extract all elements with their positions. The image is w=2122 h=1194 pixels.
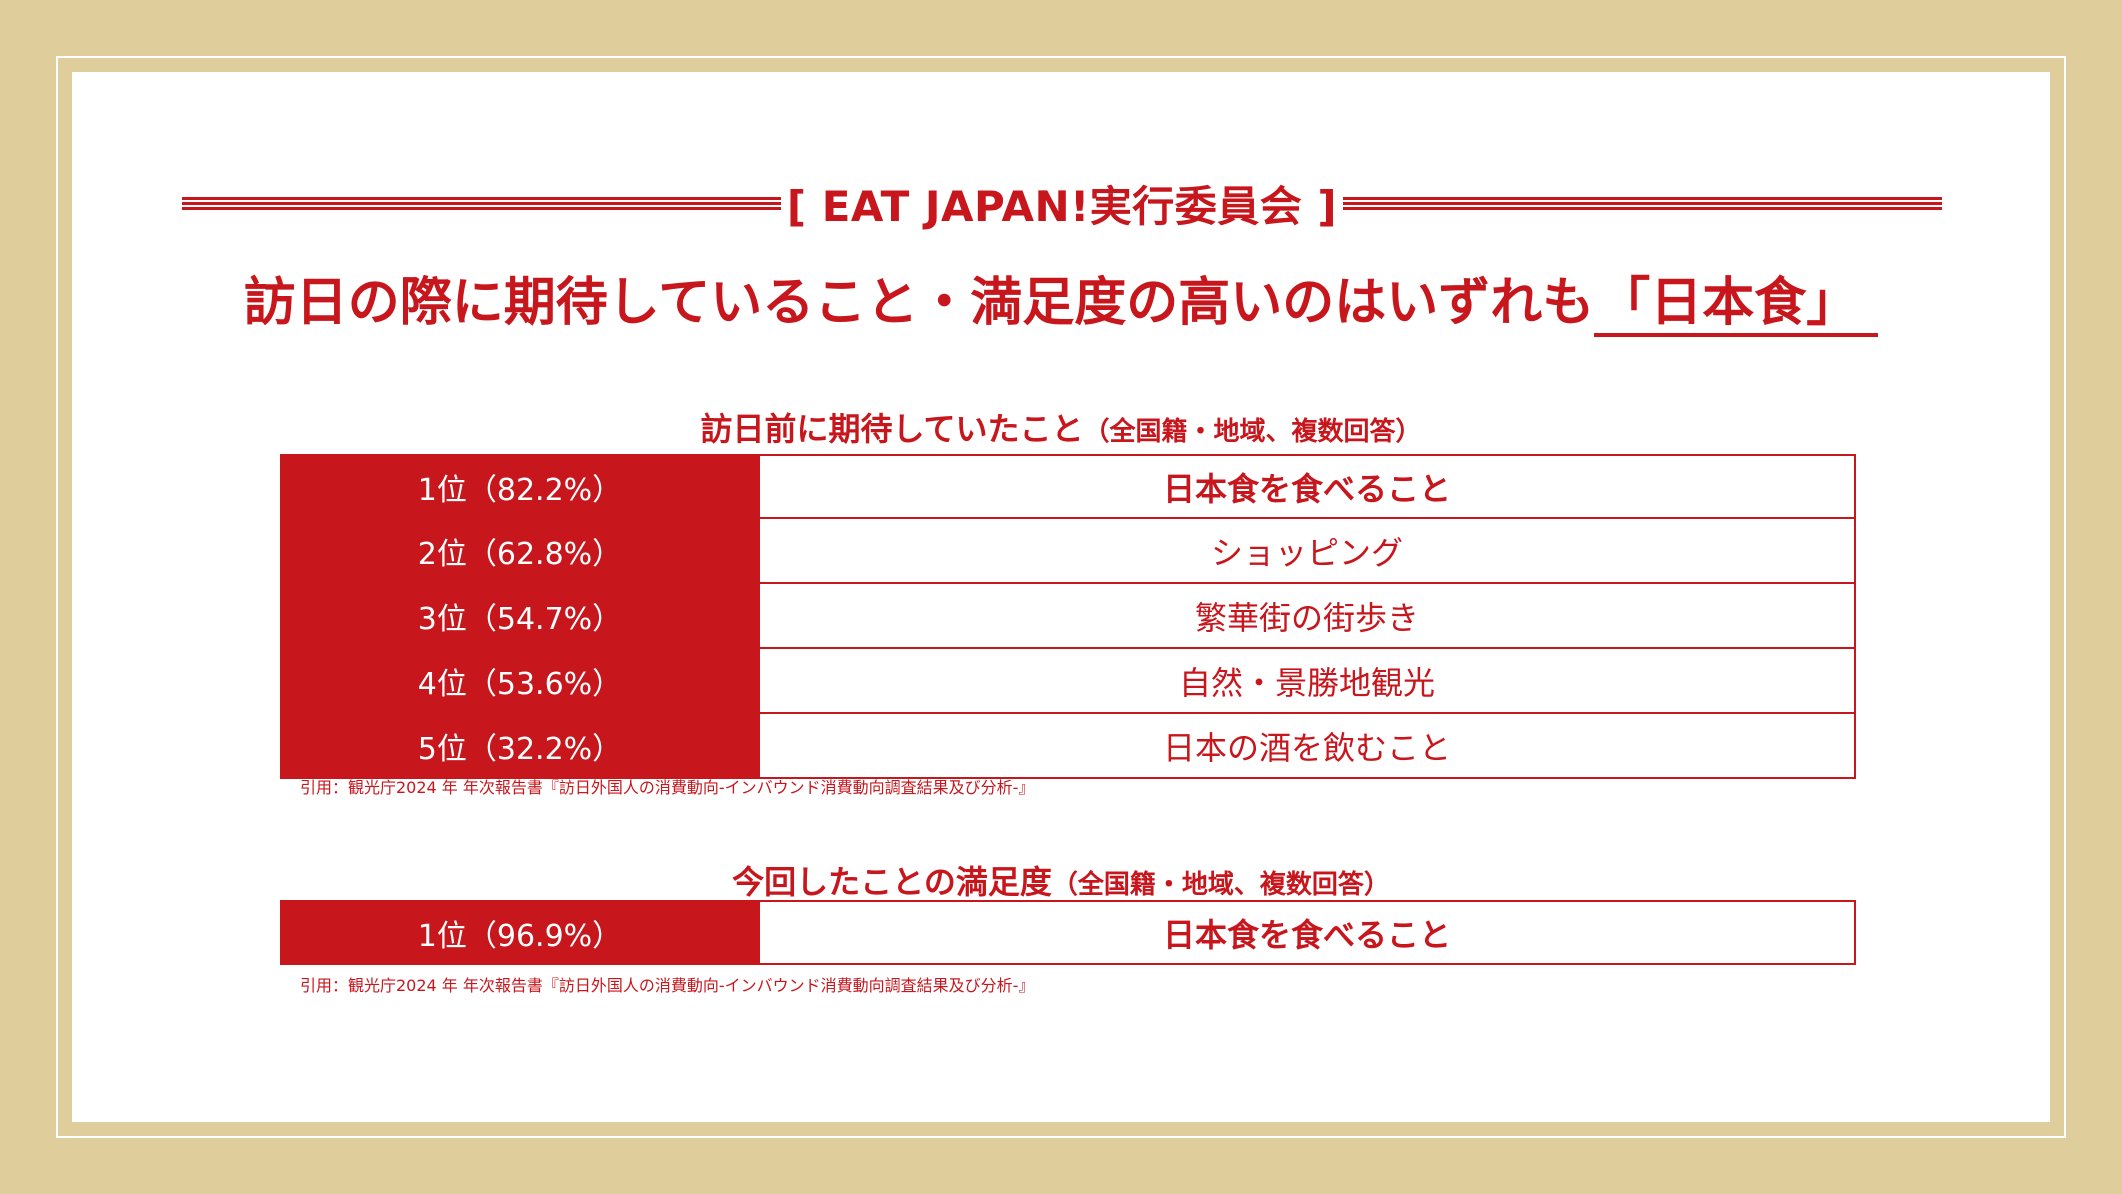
item-cell: 日本の酒を飲むこと: [758, 714, 1854, 777]
header-rule-right: [1343, 196, 1942, 210]
org-name: [ EAT JAPAN!実行委員会 ]: [786, 181, 1338, 231]
satisfaction-title: 今回したことの満足度（全国籍・地域、複数回答）: [72, 857, 2050, 903]
table-row: 1位（82.2%） 日本食を食べること: [282, 456, 1854, 517]
rank-cell: 1位（96.9%）: [282, 902, 758, 963]
table-row: 3位（54.7%） 繁華街の街歩き: [282, 582, 1854, 647]
table-row: 5位（32.2%） 日本の酒を飲むこと: [282, 712, 1854, 777]
expectations-source: 引用：観光庁2024 年 年次報告書『訪日外国人の消費動向-インバウンド消費動向…: [300, 778, 1035, 797]
expectations-title-note: （全国籍・地域、複数回答）: [1083, 417, 1422, 447]
item-cell: 自然・景勝地観光: [758, 649, 1854, 712]
rank-cell: 3位（54.7%）: [282, 584, 758, 647]
headline: 訪日の際に期待していること・満足度の高いのはいずれも「日本食」: [72, 260, 2050, 337]
header-banner: [ EAT JAPAN!実行委員会 ]: [182, 168, 1942, 238]
satisfaction-table: 1位（96.9%） 日本食を食べること: [280, 900, 1856, 965]
item-cell: 日本食を食べること: [758, 902, 1854, 963]
headline-highlight: 「日本食」: [1594, 273, 1879, 337]
table-row: 2位（62.8%） ショッピング: [282, 517, 1854, 582]
table-row: 1位（96.9%） 日本食を食べること: [282, 902, 1854, 963]
rank-cell: 4位（53.6%）: [282, 649, 758, 712]
table-row: 4位（53.6%） 自然・景勝地観光: [282, 647, 1854, 712]
content-panel: [ EAT JAPAN!実行委員会 ] 訪日の際に期待していること・満足度の高い…: [72, 72, 2050, 1122]
satisfaction-title-main: 今回したことの満足度: [732, 863, 1052, 901]
expectations-table: 1位（82.2%） 日本食を食べること 2位（62.8%） ショッピング 3位（…: [280, 454, 1856, 779]
header-rule-left: [182, 196, 781, 210]
outer-frame-line: [56, 56, 2066, 1138]
item-cell: ショッピング: [758, 519, 1854, 582]
item-cell: 繁華街の街歩き: [758, 584, 1854, 647]
rank-cell: 2位（62.8%）: [282, 519, 758, 582]
expectations-title-main: 訪日前に期待していたこと: [700, 410, 1084, 448]
headline-text: 訪日の際に期待していること・満足度の高いのはいずれも: [243, 273, 1595, 333]
expectations-title: 訪日前に期待していたこと（全国籍・地域、複数回答）: [72, 404, 2050, 450]
satisfaction-source: 引用：観光庁2024 年 年次報告書『訪日外国人の消費動向-インバウンド消費動向…: [300, 976, 1035, 995]
rank-cell: 5位（32.2%）: [282, 714, 758, 777]
satisfaction-title-note: （全国籍・地域、複数回答）: [1051, 870, 1390, 900]
rank-cell: 1位（82.2%）: [282, 456, 758, 517]
item-cell: 日本食を食べること: [758, 456, 1854, 517]
